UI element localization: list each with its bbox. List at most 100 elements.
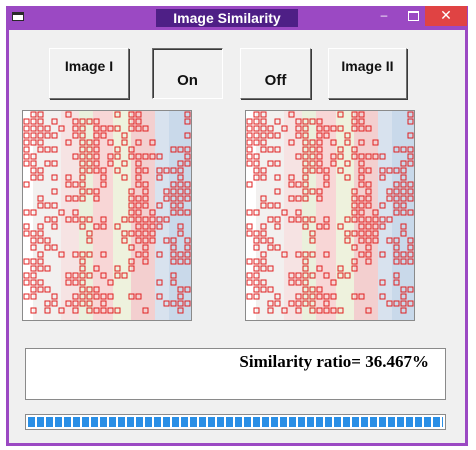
minimize-button[interactable]: –	[380, 8, 388, 22]
grid-cell	[142, 181, 149, 188]
grid-cell	[30, 209, 37, 216]
image-stripe	[378, 111, 392, 320]
grid-cell	[344, 272, 351, 279]
title-bar[interactable]: Image Similarity – ✕	[6, 6, 468, 30]
grid-cell	[86, 188, 93, 195]
grid-cell	[358, 111, 365, 118]
grid-cell	[23, 153, 30, 160]
grid-cell	[351, 216, 358, 223]
grid-cell	[358, 160, 365, 167]
grid-cell	[309, 251, 316, 258]
grid-cell	[309, 139, 316, 146]
grid-cell	[400, 195, 407, 202]
grid-cell	[86, 272, 93, 279]
grid-cell	[323, 300, 330, 307]
grid-cell	[295, 293, 302, 300]
grid-cell	[309, 216, 316, 223]
grid-cell	[135, 111, 142, 118]
grid-cell	[393, 167, 400, 174]
grid-cell	[114, 265, 121, 272]
grid-cell	[337, 153, 344, 160]
grid-cell	[177, 167, 184, 174]
on-button[interactable]: On	[152, 48, 223, 99]
grid-cell	[156, 202, 163, 209]
grid-cell	[184, 209, 191, 216]
grid-cell	[260, 237, 267, 244]
grid-cell	[316, 307, 323, 314]
app-window: Image Similarity – ✕ Image I On Off Imag…	[6, 6, 468, 446]
grid-cell	[65, 111, 72, 118]
grid-cell	[177, 300, 184, 307]
grid-cell	[65, 300, 72, 307]
grid-cell	[302, 153, 309, 160]
grid-cell	[400, 174, 407, 181]
grid-cell	[30, 258, 37, 265]
image-2-button[interactable]: Image II	[328, 48, 407, 99]
grid-cell	[260, 265, 267, 272]
grid-cell	[184, 286, 191, 293]
grid-cell	[142, 223, 149, 230]
grid-cell	[86, 118, 93, 125]
image-2-picture	[245, 110, 415, 321]
grid-cell	[288, 174, 295, 181]
grid-cell	[323, 216, 330, 223]
grid-cell	[100, 251, 107, 258]
grid-cell	[128, 153, 135, 160]
grid-cell	[400, 160, 407, 167]
grid-cell	[121, 139, 128, 146]
grid-cell	[302, 216, 309, 223]
grid-cell	[295, 153, 302, 160]
grid-cell	[30, 111, 37, 118]
grid-cell	[393, 244, 400, 251]
grid-cell	[288, 216, 295, 223]
grid-cell	[407, 209, 414, 216]
grid-cell	[37, 167, 44, 174]
grid-cell	[93, 307, 100, 314]
grid-cell	[260, 195, 267, 202]
grid-cell	[365, 230, 372, 237]
grid-cell	[51, 146, 58, 153]
grid-cell	[253, 153, 260, 160]
grid-cell	[37, 230, 44, 237]
grid-cell	[309, 307, 316, 314]
grid-cell	[400, 300, 407, 307]
window-icon[interactable]	[12, 12, 24, 21]
grid-cell	[253, 111, 260, 118]
grid-cell	[253, 125, 260, 132]
grid-cell	[30, 293, 37, 300]
grid-cell	[135, 125, 142, 132]
grid-cell	[135, 118, 142, 125]
grid-cell	[135, 293, 142, 300]
grid-cell	[177, 174, 184, 181]
maximize-button[interactable]	[400, 6, 426, 26]
grid-cell	[30, 139, 37, 146]
window-title: Image Similarity	[156, 9, 298, 27]
grid-cell	[177, 286, 184, 293]
grid-cell	[37, 258, 44, 265]
image-1-button[interactable]: Image I	[49, 48, 129, 99]
grid-cell	[121, 237, 128, 244]
grid-cell	[79, 265, 86, 272]
off-button[interactable]: Off	[240, 48, 311, 99]
grid-cell	[114, 272, 121, 279]
grid-cell	[142, 230, 149, 237]
grid-cell	[337, 111, 344, 118]
grid-cell	[44, 132, 51, 139]
grid-cell	[156, 153, 163, 160]
grid-cell	[135, 230, 142, 237]
grid-cell	[37, 139, 44, 146]
grid-cell	[100, 132, 107, 139]
close-button[interactable]: ✕	[425, 6, 467, 26]
grid-cell	[37, 279, 44, 286]
grid-cell	[351, 265, 358, 272]
grid-cell	[365, 237, 372, 244]
grid-cell	[177, 258, 184, 265]
grid-cell	[365, 216, 372, 223]
grid-cell	[302, 188, 309, 195]
grid-cell	[30, 265, 37, 272]
grid-cell	[393, 188, 400, 195]
grid-cell	[246, 153, 253, 160]
grid-cell	[163, 195, 170, 202]
grid-cell	[128, 195, 135, 202]
grid-cell	[295, 307, 302, 314]
